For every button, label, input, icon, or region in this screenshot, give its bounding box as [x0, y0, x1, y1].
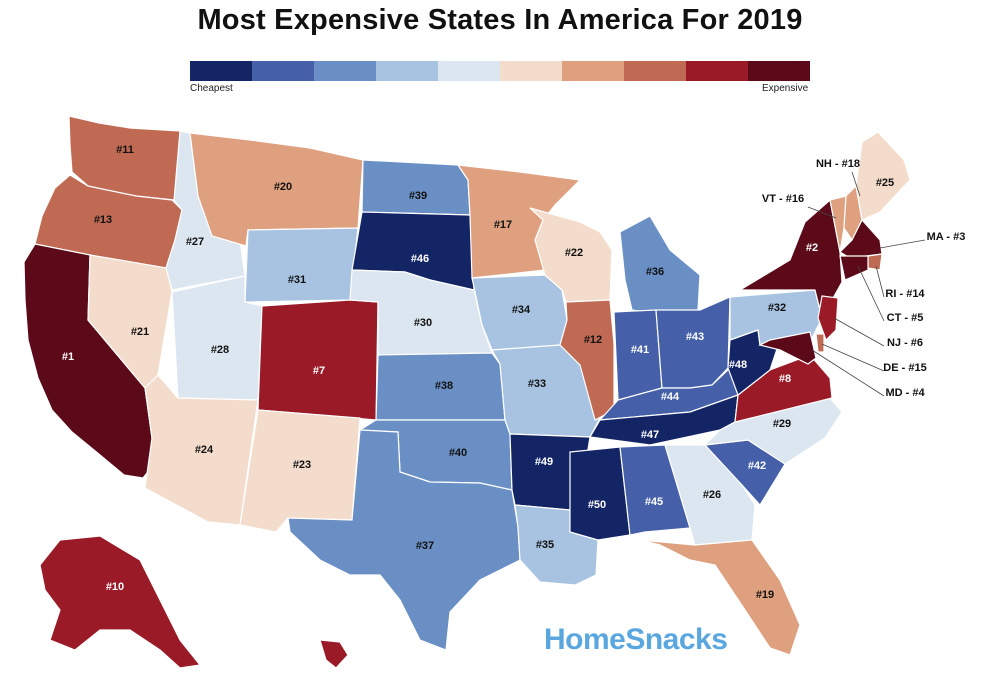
- state-ri: [867, 253, 883, 271]
- legend-swatch-5: [438, 61, 500, 81]
- state-label-va: #8: [779, 373, 791, 385]
- state-label-sc: #42: [748, 460, 766, 472]
- state-tx: [287, 429, 521, 651]
- state-label-ms: #50: [588, 499, 606, 511]
- color-legend: [190, 61, 810, 81]
- state-md: [758, 331, 817, 365]
- state-label-ia: #34: [512, 304, 531, 316]
- state-label-ks: #38: [435, 380, 453, 392]
- callout-de: DE - #15: [883, 362, 926, 374]
- state-label-wy: #31: [288, 274, 306, 286]
- legend-low-label: Cheapest: [190, 83, 233, 94]
- callout-ct: CT - #5: [887, 312, 924, 324]
- state-label-ok: #40: [449, 447, 467, 459]
- callout-ma: MA - #3: [927, 231, 966, 243]
- state-label-oh: #43: [686, 331, 704, 343]
- state-label-al: #45: [645, 496, 663, 508]
- state-label-nc: #29: [773, 418, 791, 430]
- state-label-wi: #22: [565, 247, 583, 259]
- callout-leader-md: [811, 349, 885, 397]
- state-label-mi: #36: [646, 266, 664, 278]
- state-label-ky: #44: [661, 391, 680, 403]
- state-label-mo: #33: [528, 378, 546, 390]
- state-nd: [361, 159, 471, 216]
- state-co: [257, 299, 379, 421]
- legend-swatch-10: [748, 61, 810, 81]
- state-label-id: #27: [186, 236, 204, 248]
- legend-swatch-3: [314, 61, 376, 81]
- legend-swatch-6: [500, 61, 562, 81]
- state-al: [619, 444, 691, 536]
- legend-swatch-9: [686, 61, 748, 81]
- state-label-pa: #32: [768, 302, 786, 314]
- callout-ri: RI - #14: [885, 288, 925, 300]
- state-nj: [817, 295, 839, 342]
- state-me: [855, 131, 911, 221]
- state-label-ak: #10: [106, 581, 124, 593]
- callout-leader-nh: [851, 171, 861, 197]
- state-label-fl: #19: [756, 589, 774, 601]
- state-nm: [239, 409, 361, 533]
- callout-leader-ri: [875, 265, 885, 298]
- state-label-mn: #17: [494, 219, 512, 231]
- state-label-mt: #20: [274, 181, 292, 193]
- state-label-la: #35: [536, 539, 554, 551]
- state-ct: [839, 255, 869, 281]
- state-label-in: #41: [631, 344, 649, 356]
- legend-swatch-4: [376, 61, 438, 81]
- callout-vt: VT - #16: [762, 193, 804, 205]
- legend-swatch-2: [252, 61, 314, 81]
- callout-md: MD - #4: [885, 387, 925, 399]
- map-title: Most Expensive States In America For 201…: [197, 4, 803, 36]
- state-label-ny: #2: [806, 242, 818, 254]
- state-label-ne: #30: [414, 317, 432, 329]
- legend-swatch-7: [562, 61, 624, 81]
- state-az: [144, 374, 259, 526]
- state-label-nd: #39: [409, 190, 427, 202]
- state-label-hi: #9: [366, 658, 378, 670]
- state-label-ar: #49: [535, 456, 553, 468]
- callout-nh: NH - #18: [816, 158, 860, 170]
- state-ak: [39, 535, 202, 669]
- state-label-me: #25: [876, 177, 894, 189]
- state-ms: [569, 446, 631, 541]
- state-label-sd: #46: [411, 253, 429, 265]
- state-hi: [319, 639, 349, 669]
- state-label-ca: #1: [62, 351, 74, 363]
- callout-leader-ct: [857, 265, 885, 322]
- state-label-il: #12: [584, 334, 602, 346]
- state-label-ut: #28: [211, 344, 229, 356]
- state-label-or: #13: [94, 214, 112, 226]
- state-label-co: #7: [313, 365, 325, 377]
- state-label-tx: #37: [416, 540, 434, 552]
- state-il: [559, 299, 615, 421]
- state-label-tn: #47: [641, 429, 659, 441]
- state-de: [815, 333, 825, 353]
- state-fl: [639, 539, 801, 656]
- state-label-nm: #23: [293, 459, 311, 471]
- state-wy: [244, 227, 359, 303]
- callout-leader-nj: [833, 317, 885, 347]
- legend-swatch-8: [624, 61, 686, 81]
- state-label-az: #24: [195, 444, 214, 456]
- state-label-nv: #21: [131, 326, 149, 338]
- state-label-wa: #11: [116, 144, 134, 156]
- legend-high-label: Expensive: [762, 83, 809, 94]
- state-label-ga: #26: [703, 489, 721, 501]
- legend-swatch-1: [190, 61, 252, 81]
- callout-nj: NJ - #6: [887, 337, 923, 349]
- state-label-wv: #48: [729, 359, 747, 371]
- callout-leader-de: [821, 343, 885, 372]
- callout-leader-ma: [879, 239, 926, 249]
- homesnacks-logo: HomeSnacks: [544, 623, 728, 656]
- callout-leader-vt: [807, 206, 837, 219]
